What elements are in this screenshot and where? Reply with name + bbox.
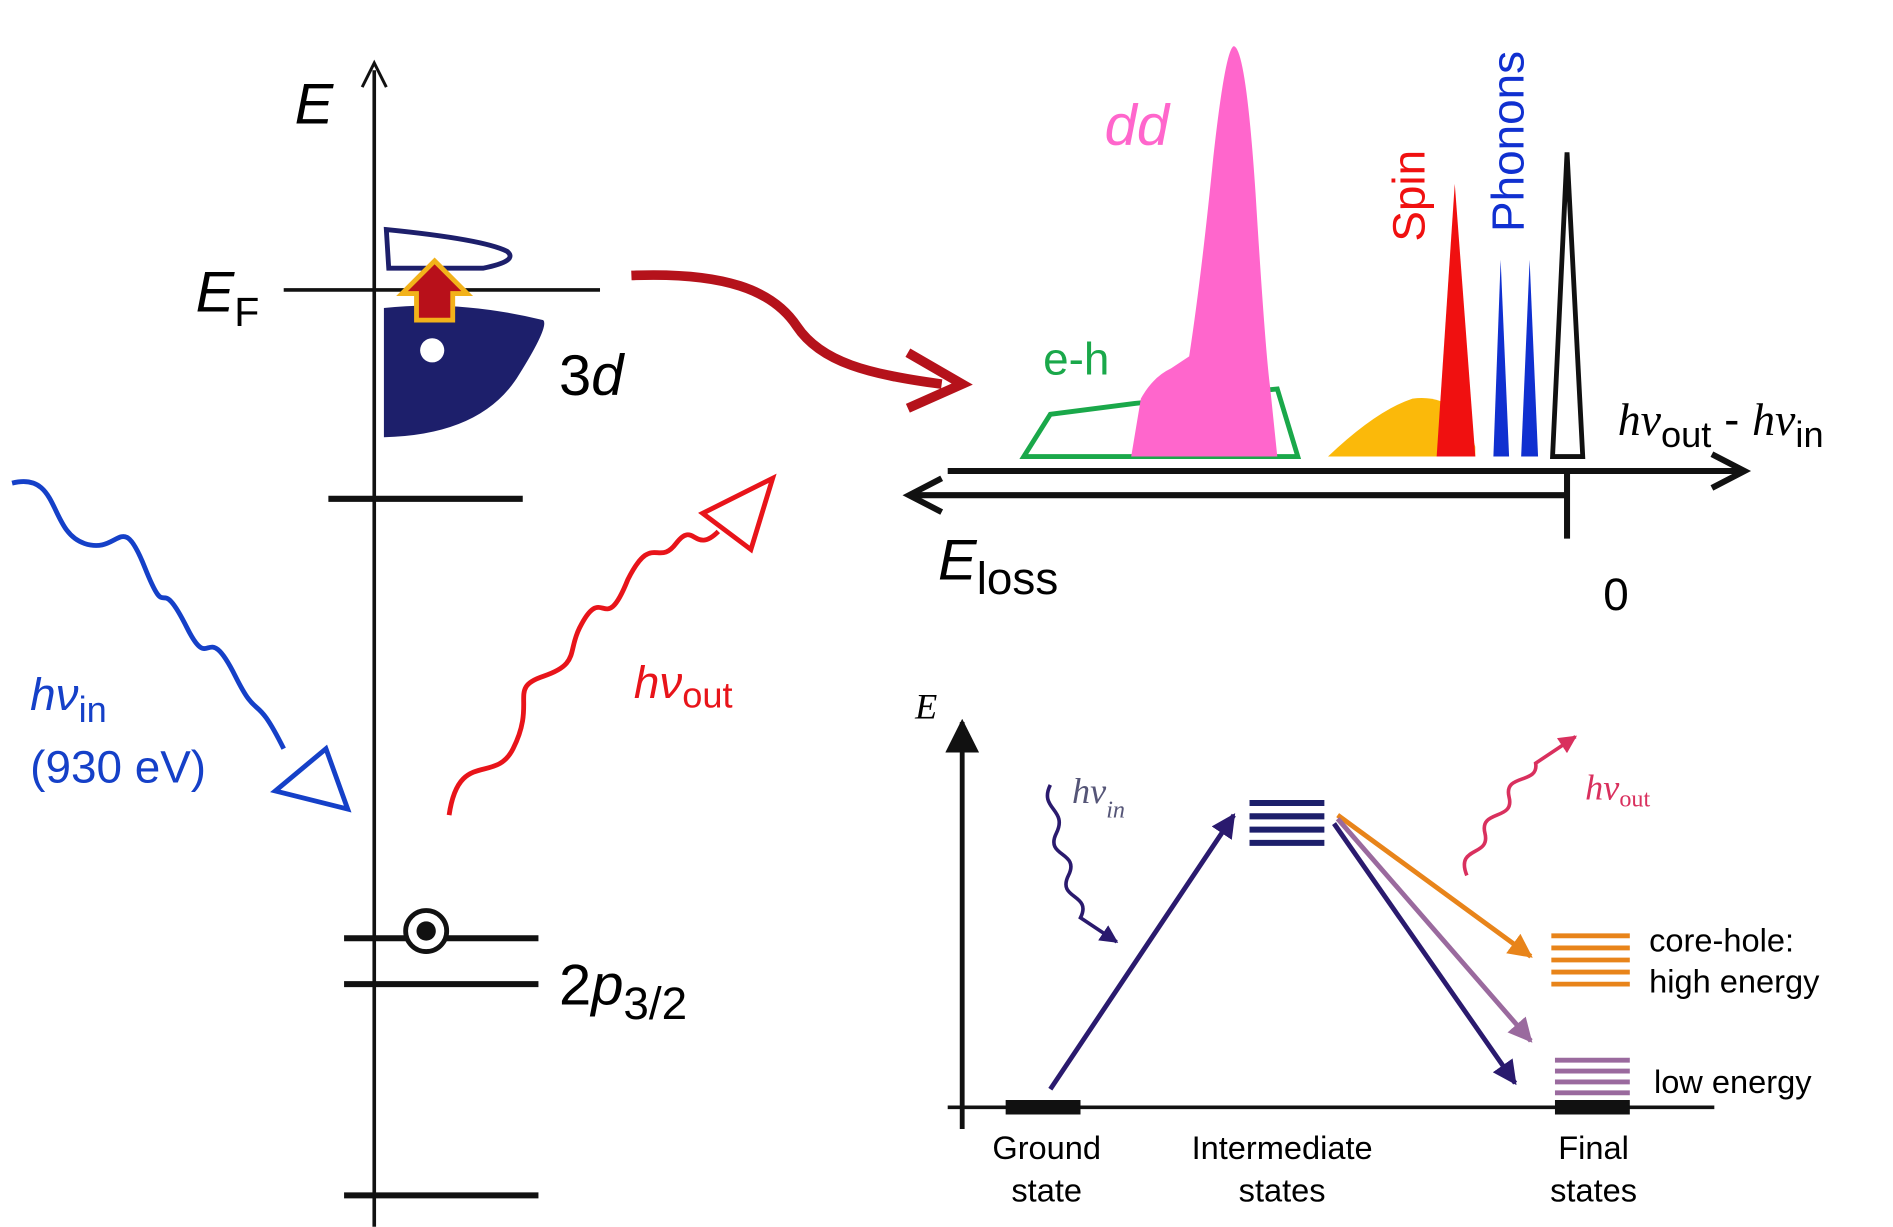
diagram: E EF 3d 2p3/2 hνin (930 eV) hνout dd e-h…	[0, 0, 1893, 1227]
photon-out-label: hνout	[634, 656, 733, 716]
intermediate-levels	[1250, 803, 1325, 843]
core-electron	[417, 921, 436, 940]
fermi-label: EF	[196, 261, 260, 335]
spin-peak	[1437, 184, 1476, 457]
zero-label: 0	[1603, 568, 1629, 620]
low-final-levels	[1555, 1060, 1630, 1093]
state-label: Ground	[992, 1129, 1101, 1166]
final-label: high energy	[1649, 963, 1820, 1000]
state-label: Intermediate	[1192, 1129, 1373, 1166]
link-arrow	[631, 275, 941, 384]
state-label: state	[1011, 1171, 1082, 1208]
peak-label: Phonons	[1482, 51, 1534, 232]
absorption-arrow	[1050, 815, 1234, 1089]
phonon-peak	[1493, 260, 1509, 457]
spectrum: dd e-h Spin Phonons hνout - hνin Eloss 0	[909, 46, 1824, 620]
elastic-peak	[1553, 152, 1583, 456]
level-diagram: E EF 3d 2p3/2 hνin (930 eV) hνout	[12, 63, 773, 1227]
final-label: core-hole:	[1649, 922, 1794, 959]
photon-out-label: hνout	[1585, 767, 1650, 812]
emission-arrow	[1338, 819, 1531, 1041]
axis-label: E	[295, 72, 335, 136]
filled-3d	[384, 306, 544, 438]
empty-3d	[386, 230, 510, 269]
high-final-levels	[1551, 936, 1629, 984]
photon-in-label: hνin	[30, 668, 107, 730]
core-label: 2p3/2	[559, 954, 687, 1029]
loss-label: Eloss	[938, 529, 1058, 604]
hole	[420, 338, 444, 362]
state-label: Final	[1558, 1129, 1629, 1166]
x-axis-label: hνout - hνin	[1618, 393, 1824, 455]
state-label: states	[1550, 1171, 1637, 1208]
emission-arrow	[1334, 824, 1515, 1084]
phonon-peak	[1521, 260, 1538, 457]
peak-label: Spin	[1383, 150, 1435, 242]
photon-in-label: hνin	[1072, 771, 1125, 823]
state-label: states	[1239, 1171, 1326, 1208]
band-label: 3d	[559, 344, 625, 408]
photon-in-energy: (930 eV)	[30, 741, 206, 793]
peak-label: e-h	[1043, 332, 1109, 384]
emission-arrow	[1338, 815, 1531, 956]
photon-in-head	[275, 749, 347, 809]
page: E EF 3d 2p3/2 hνin (930 eV) hνout dd e-h…	[0, 0, 1893, 1227]
state-labels: Ground state Intermediate states Final s…	[992, 1129, 1637, 1208]
final-label: low energy	[1654, 1063, 1812, 1100]
photon-out-wave	[1464, 737, 1575, 876]
axis-label: E	[914, 687, 937, 727]
scheme: E hνin hνout core-hole: high energy low …	[914, 687, 1820, 1209]
peak-label: dd	[1105, 94, 1171, 158]
